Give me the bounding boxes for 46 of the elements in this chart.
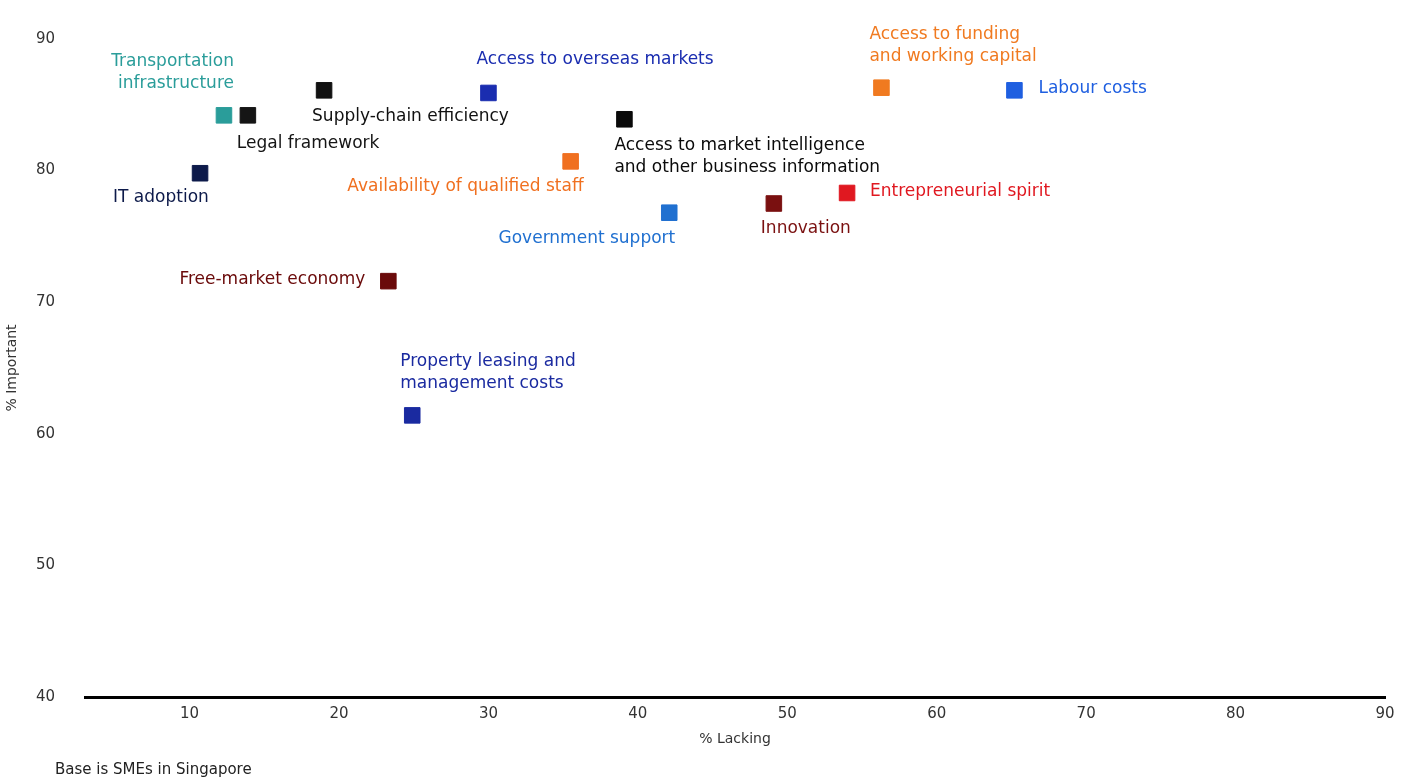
x-tick-label: 60: [927, 703, 947, 722]
x-tick-label: 30: [478, 703, 498, 722]
series-label: Access to market intelligence and other business information: [614, 134, 881, 177]
series-label: IT adoption: [113, 186, 209, 207]
y-tick-label: 80: [35, 160, 55, 179]
point: [838, 184, 856, 202]
point: [660, 204, 678, 221]
y-axis-title: % Important: [3, 323, 20, 412]
point: [480, 84, 497, 102]
y-tick-label: 70: [35, 292, 55, 311]
series-label: Availability of qualified staff: [347, 175, 585, 196]
series-label: Entrepreneurial spirit: [870, 179, 1051, 200]
point: [873, 79, 890, 96]
series-label: Labour costs: [1038, 77, 1147, 98]
x-axis-title: % Lacking: [699, 730, 771, 747]
point: [380, 272, 397, 290]
y-tick-label: 50: [35, 555, 55, 574]
y-tick-label: 40: [35, 686, 55, 705]
series-label: Free-market economy: [179, 268, 366, 289]
series-label: Supply-chain efficiency: [312, 105, 509, 126]
point: [1006, 82, 1023, 99]
point: [403, 407, 421, 424]
point: [215, 107, 233, 124]
y-tick-label: 60: [35, 423, 55, 442]
series-label: Access to funding and working capital: [869, 22, 1037, 65]
point: [562, 153, 579, 170]
x-tick-label: 80: [1226, 703, 1246, 722]
x-tick-label: 70: [1076, 703, 1096, 722]
x-tick-label: 50: [777, 703, 797, 722]
point: [239, 107, 257, 124]
series-label: Legal framework: [236, 132, 380, 153]
text: Base is SMEs in Singapore: [55, 760, 252, 779]
series-label: Property leasing and management costs: [400, 350, 576, 393]
x-tick-label: 40: [628, 703, 648, 722]
point: [616, 111, 633, 128]
x-tick-label: 20: [329, 703, 349, 722]
point: [191, 164, 209, 182]
x-tick-label: 10: [180, 703, 200, 722]
point: [315, 82, 333, 99]
series-label: Innovation: [760, 217, 851, 238]
point: [765, 195, 783, 212]
series-label: Government support: [498, 226, 676, 247]
y-tick-label: 90: [35, 28, 55, 47]
series-label: Transportation infrastructure: [110, 50, 234, 93]
series-label: Access to overseas markets: [476, 47, 714, 68]
x-tick-label: 90: [1375, 703, 1395, 722]
